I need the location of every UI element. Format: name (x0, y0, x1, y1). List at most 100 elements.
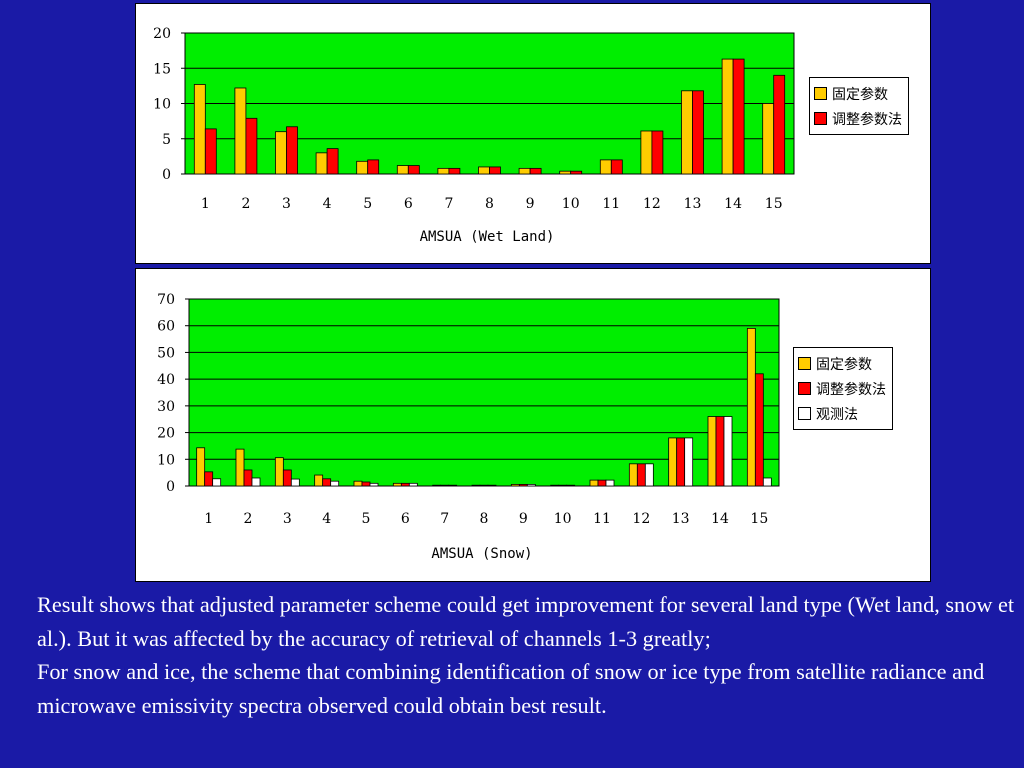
bar (651, 130, 664, 175)
legend-swatch (814, 87, 827, 100)
bar (746, 327, 756, 487)
legend-label: 固定参数 (832, 86, 888, 103)
bar (479, 484, 489, 487)
bar (597, 479, 607, 487)
x-tick-label: 9 (519, 511, 528, 527)
bar (286, 126, 298, 175)
bar (754, 373, 764, 487)
x-tick-label: 13 (684, 196, 702, 212)
y-tick-label: 15 (153, 61, 171, 77)
legend-item: 观测法 (798, 401, 886, 426)
bar (692, 90, 704, 175)
legend-swatch (798, 407, 811, 420)
bar (721, 58, 734, 175)
x-tick-label: 7 (440, 511, 449, 527)
bar (559, 170, 572, 175)
bar (274, 457, 284, 487)
bar (448, 484, 458, 487)
y-tick-label: 10 (153, 97, 171, 113)
y-tick-label: 0 (162, 167, 171, 183)
x-tick-label: 4 (323, 196, 332, 212)
legend-swatch (798, 357, 811, 370)
legend-item: 固定参数 (798, 351, 886, 376)
caption-paragraph-1: Result shows that adjusted parameter sch… (37, 592, 1015, 651)
x-tick-label: 12 (632, 511, 650, 527)
bar (550, 484, 560, 487)
x-tick-label: 7 (444, 196, 453, 212)
legend-swatch (814, 112, 827, 125)
legend-wet-land: 固定参数 调整参数法 (809, 77, 909, 135)
x-axis-title: AMSUA (Snow) (431, 546, 532, 562)
x-tick-label: 10 (562, 196, 580, 212)
x-tick-label: 9 (526, 196, 535, 212)
x-tick-label: 3 (283, 511, 292, 527)
x-tick-label: 4 (322, 511, 331, 527)
bar (644, 463, 654, 487)
x-tick-label: 14 (711, 511, 729, 527)
bar (392, 482, 402, 487)
bar (245, 117, 258, 175)
bar (204, 128, 217, 175)
bar (628, 463, 638, 487)
bar (326, 148, 339, 175)
bar (432, 484, 442, 487)
x-tick-label: 14 (724, 196, 742, 212)
bar (243, 469, 253, 487)
bar (407, 165, 420, 175)
legend-item: 调整参数法 (814, 106, 902, 131)
bar (275, 131, 287, 175)
bar (640, 130, 653, 175)
y-tick-label: 70 (157, 292, 175, 308)
x-tick-label: 15 (750, 511, 768, 527)
bar (636, 463, 646, 487)
y-tick-label: 60 (157, 319, 175, 335)
bar (518, 167, 531, 175)
y-tick-label: 50 (157, 345, 175, 361)
bar (235, 448, 245, 487)
bar (367, 159, 380, 175)
bar (330, 480, 340, 487)
legend-item: 固定参数 (814, 81, 902, 106)
y-tick-label: 20 (153, 26, 171, 42)
bar (193, 84, 206, 175)
bar (566, 484, 576, 487)
legend-snow: 固定参数调整参数法观测法 (793, 347, 893, 430)
bar (234, 87, 247, 175)
x-tick-label: 12 (643, 196, 661, 212)
x-tick-label: 8 (485, 196, 494, 212)
bar (668, 437, 678, 487)
legend-item: 调整参数法 (798, 376, 886, 401)
bar (282, 469, 292, 487)
legend-swatch (798, 382, 811, 395)
bar (356, 160, 369, 175)
bar (707, 416, 717, 487)
bar (570, 170, 583, 175)
bar (681, 90, 693, 175)
x-tick-label: 5 (363, 196, 372, 212)
legend-label: 调整参数法 (816, 381, 886, 398)
x-tick-label: 2 (244, 511, 253, 527)
caption-paragraph-2: For snow and ice, the scheme that combin… (37, 659, 985, 718)
caption-text: Result shows that adjusted parameter sch… (37, 588, 1017, 722)
y-tick-label: 30 (157, 399, 175, 415)
y-tick-label: 10 (157, 452, 175, 468)
bar (361, 481, 371, 487)
bar (448, 167, 461, 175)
bar (676, 437, 686, 487)
bar (518, 483, 528, 487)
x-tick-label: 10 (554, 511, 572, 527)
bar (723, 416, 733, 487)
x-tick-label: 6 (401, 511, 410, 527)
x-tick-label: 15 (765, 196, 783, 212)
bar (489, 166, 501, 175)
bar (440, 484, 450, 487)
chart-panel-snow: 0 10 20 30 40 50 60 70 1 2 3 4 5 6 7 8 9 10 11 12 13 14 15 AMSU… (135, 268, 931, 582)
bar (196, 447, 206, 487)
x-tick-label: 8 (480, 511, 489, 527)
x-tick-label: 3 (282, 196, 291, 212)
bar (732, 58, 745, 175)
x-tick-label: 2 (241, 196, 250, 212)
y-tick-label: 20 (157, 426, 175, 442)
